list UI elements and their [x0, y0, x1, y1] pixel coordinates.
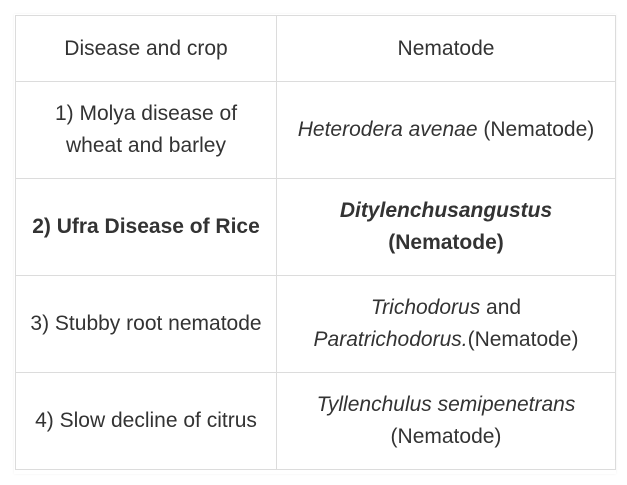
disease-cell: 4) Slow decline of citrus	[15, 372, 277, 470]
content-card: Disease and crop Nematode 1) Molya disea…	[14, 14, 616, 474]
nematode-connector: and	[480, 296, 522, 319]
header-disease-and-crop: Disease and crop	[15, 15, 277, 82]
nematode-species: Tyllenchulus semipenetrans	[316, 393, 576, 416]
nematode-species: Ditylenchusangustus	[339, 199, 553, 222]
disease-cell: 1) Molya disease of wheat and barley	[15, 81, 277, 179]
nematode-species-2: Paratrichodorus.	[313, 328, 468, 351]
disease-cell: 3) Stubby root nematode	[15, 275, 277, 373]
table-row: 2) Ufra Disease of Rice Ditylenchusangus…	[15, 178, 616, 276]
nematode-suffix: (Nematode)	[467, 328, 579, 351]
table-row: 4) Slow decline of citrus Tyllenchulus s…	[15, 372, 616, 470]
table-row: 1) Molya disease of wheat and barley Het…	[15, 81, 616, 179]
nematode-cell: Tyllenchulus semipenetrans (Nematode)	[276, 372, 616, 470]
nematode-cell: Trichodorus and Paratrichodorus.(Nematod…	[276, 275, 616, 373]
disease-nematode-table: Disease and crop Nematode 1) Molya disea…	[15, 15, 616, 470]
nematode-suffix: (Nematode)	[477, 118, 595, 141]
nematode-suffix: (Nematode)	[390, 425, 502, 448]
table-header-row: Disease and crop Nematode	[15, 15, 616, 82]
disease-cell: 2) Ufra Disease of Rice	[15, 178, 277, 276]
disease-text: 2) Ufra Disease of Rice	[32, 215, 260, 238]
table-row: 3) Stubby root nematode Trichodorus and …	[15, 275, 616, 373]
disease-text: 1) Molya disease of wheat and barley	[54, 102, 238, 157]
nematode-cell: Heterodera avenae (Nematode)	[276, 81, 616, 179]
disease-text: 4) Slow decline of citrus	[35, 409, 257, 432]
nematode-cell: Ditylenchusangustus (Nematode)	[276, 178, 616, 276]
nematode-species: Heterodera avenae	[297, 118, 478, 141]
header-nematode: Nematode	[276, 15, 616, 82]
disease-text: 3) Stubby root nematode	[30, 312, 262, 335]
nematode-species: Trichodorus	[370, 296, 481, 319]
nematode-suffix: (Nematode)	[388, 231, 504, 254]
